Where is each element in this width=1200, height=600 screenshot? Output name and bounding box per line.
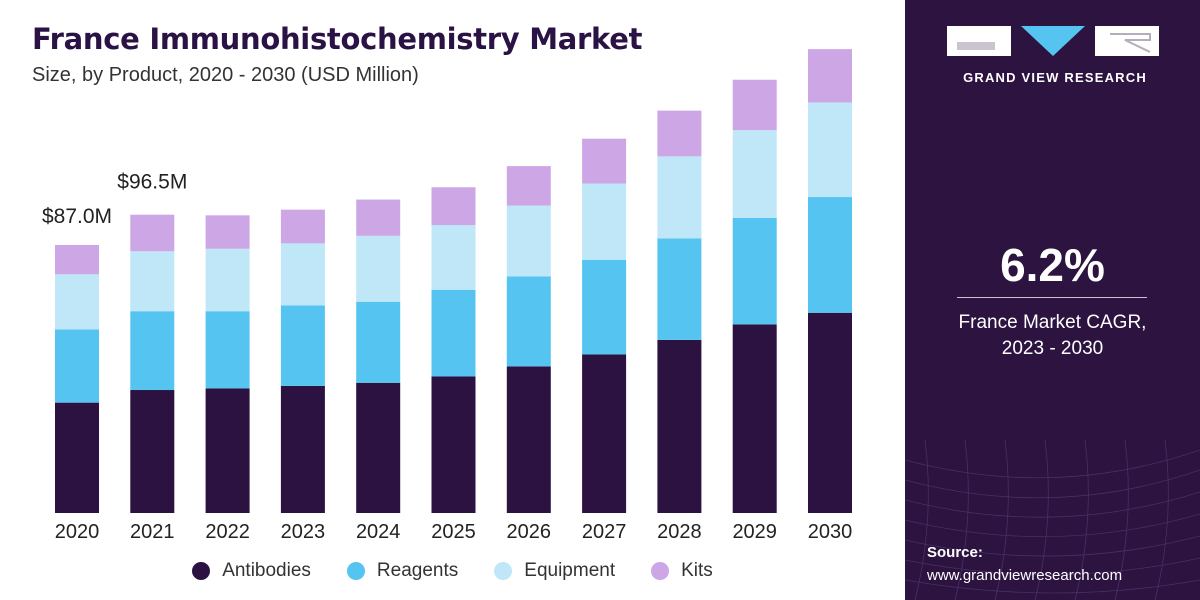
chart-subtitle: Size, by Product, 2020 - 2030 (USD Milli… bbox=[32, 64, 419, 86]
x-tick-label-2028: 2028 bbox=[657, 521, 702, 543]
bar-segment-kits-2026 bbox=[506, 166, 551, 206]
bar-segment-equipment-2028 bbox=[657, 156, 702, 239]
cagr-value: 6.2% bbox=[1000, 239, 1105, 291]
bar-segment-reagents-2027 bbox=[582, 259, 627, 355]
source-label: Source: bbox=[927, 544, 983, 561]
bar-segment-antibodies-2028 bbox=[657, 339, 702, 513]
cagr-label-line1: France Market CAGR, bbox=[958, 312, 1147, 333]
bar-segment-equipment-2020 bbox=[55, 274, 99, 330]
bar-segment-kits-2029 bbox=[732, 79, 777, 131]
legend-label-kits: Kits bbox=[681, 560, 713, 581]
legend-item-kits: Kits bbox=[651, 560, 713, 582]
bar-segment-equipment-2030 bbox=[808, 102, 852, 198]
bar-segment-reagents-2025 bbox=[431, 289, 476, 377]
wireframe-grid-decoration bbox=[905, 440, 1200, 600]
bar-segment-antibodies-2030 bbox=[808, 312, 852, 513]
bar-segment-kits-2027 bbox=[582, 138, 627, 184]
bar-segment-kits-2030 bbox=[808, 49, 852, 103]
bar-segment-antibodies-2029 bbox=[732, 324, 777, 513]
bar-segment-equipment-2022 bbox=[205, 248, 250, 312]
x-tick-label-2026: 2026 bbox=[507, 521, 552, 543]
brand-logo: GRAND VIEW RESEARCH bbox=[945, 22, 1165, 85]
bar-segment-reagents-2024 bbox=[356, 301, 401, 383]
bar-segment-antibodies-2027 bbox=[582, 354, 627, 513]
bar-segment-antibodies-2024 bbox=[356, 382, 401, 513]
bar-segment-kits-2024 bbox=[356, 199, 401, 236]
bar-segment-equipment-2029 bbox=[732, 130, 777, 218]
bar-segment-reagents-2021 bbox=[130, 311, 175, 391]
bar-segment-equipment-2026 bbox=[506, 205, 551, 277]
cagr-label-line2: 2023 - 2030 bbox=[1001, 338, 1104, 359]
bar-segment-reagents-2020 bbox=[55, 329, 99, 403]
labels-layer: 2020 2021 2022 2023 2024 2025 2026 2027 2028 2029… bbox=[42, 171, 852, 543]
bar-segment-reagents-2028 bbox=[657, 238, 702, 340]
x-tick-label-2024: 2024 bbox=[356, 521, 401, 543]
bar-segment-antibodies-2026 bbox=[506, 366, 551, 513]
brand-name: GRAND VIEW RESEARCH bbox=[963, 70, 1147, 85]
x-tick-label-2029: 2029 bbox=[732, 521, 777, 543]
x-tick-label-2025: 2025 bbox=[431, 521, 476, 543]
bar-segment-antibodies-2021 bbox=[130, 390, 175, 513]
chart-panel: France Immunohistochemistry Market Size,… bbox=[0, 22, 905, 582]
legend-item-equipment: Equipment bbox=[494, 560, 615, 582]
bar-segment-reagents-2022 bbox=[205, 311, 250, 389]
legend-swatch-kits bbox=[651, 562, 670, 580]
x-tick-label-2022: 2022 bbox=[205, 521, 250, 543]
x-tick-label-2021: 2021 bbox=[130, 521, 175, 543]
bar-segment-antibodies-2020 bbox=[55, 402, 99, 513]
bar-segment-equipment-2027 bbox=[582, 183, 627, 260]
gvr-logo-icon bbox=[947, 26, 1159, 56]
stacked-bar-chart: 2020 2021 2022 2023 2024 2025 2026 2027 2028 2029… bbox=[42, 49, 852, 543]
bar-segment-antibodies-2025 bbox=[431, 376, 476, 513]
bar-segment-equipment-2021 bbox=[130, 251, 175, 312]
bar-segment-kits-2020 bbox=[55, 244, 99, 275]
legend-swatch-equipment bbox=[494, 562, 513, 580]
chart-title: France Immunohistochemistry Market bbox=[32, 22, 643, 56]
sidebar-panel: GRAND VIEW RESEARCH 6.2% France Market C… bbox=[905, 0, 1200, 600]
legend-label-reagents: Reagents bbox=[376, 560, 459, 581]
legend-swatch-reagents bbox=[346, 562, 365, 580]
bar-segment-reagents-2023 bbox=[280, 305, 325, 386]
bar-segment-reagents-2029 bbox=[732, 217, 777, 325]
data-label-2020: $87.0M bbox=[42, 205, 112, 228]
bars-layer bbox=[55, 49, 852, 513]
bar-segment-kits-2025 bbox=[431, 187, 476, 226]
legend-swatch-antibodies bbox=[192, 562, 211, 580]
chart-legend: Antibodies Reagents Equipment Kits bbox=[0, 560, 905, 582]
data-label-2021: $96.5M bbox=[117, 171, 187, 194]
bar-segment-antibodies-2023 bbox=[280, 385, 325, 513]
bar-segment-reagents-2030 bbox=[808, 197, 852, 313]
legend-label-equipment: Equipment bbox=[524, 560, 616, 581]
bar-segment-equipment-2025 bbox=[431, 225, 476, 290]
bar-segment-kits-2023 bbox=[280, 209, 325, 244]
x-tick-label-2027: 2027 bbox=[582, 521, 627, 543]
bar-segment-equipment-2024 bbox=[356, 235, 401, 302]
legend-item-reagents: Reagents bbox=[346, 560, 459, 582]
x-tick-label-2023: 2023 bbox=[281, 521, 326, 543]
bar-segment-kits-2021 bbox=[130, 214, 175, 252]
bar-segment-reagents-2026 bbox=[506, 276, 551, 367]
cagr-divider bbox=[957, 297, 1147, 298]
bar-segment-antibodies-2022 bbox=[205, 388, 250, 513]
source-link[interactable]: www.grandviewresearch.com bbox=[927, 567, 1123, 584]
x-tick-label-2030: 2030 bbox=[808, 521, 853, 543]
x-tick-label-2020: 2020 bbox=[55, 521, 100, 543]
bar-segment-equipment-2023 bbox=[280, 243, 325, 306]
legend-label-antibodies: Antibodies bbox=[222, 560, 311, 581]
bar-segment-kits-2028 bbox=[657, 110, 702, 157]
legend-item-antibodies: Antibodies bbox=[192, 560, 311, 582]
cagr-label: France Market CAGR, 2023 - 2030 bbox=[905, 310, 1200, 362]
bar-segment-kits-2022 bbox=[205, 215, 250, 249]
